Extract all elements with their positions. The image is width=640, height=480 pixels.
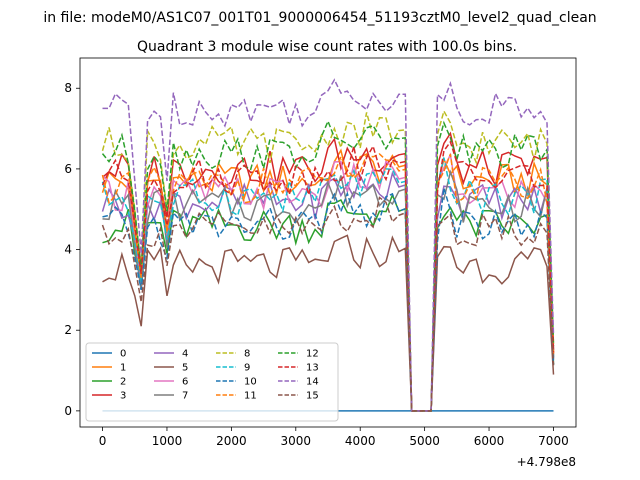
- legend-item-9: 9: [216, 363, 250, 374]
- x-tick-label: 5000: [409, 434, 440, 448]
- series-line-8: [101, 109, 555, 412]
- series-line-12: [101, 119, 555, 412]
- legend-label: 2: [120, 377, 126, 388]
- y-tick-label: 6: [64, 162, 72, 176]
- legend-box: [85, 342, 339, 422]
- y-tick-label: 0: [64, 404, 72, 418]
- series-line-15: [101, 196, 555, 412]
- legend-item-7: 7: [154, 391, 188, 402]
- legend-label: 6: [182, 377, 188, 388]
- legend-item-14: 14: [278, 377, 319, 388]
- y-axis: 0 2 4 6 8: [64, 81, 80, 418]
- legend-item-6: 6: [154, 377, 188, 388]
- x-axis: 0 1000 2000 3000 4000 5000 6000 7000: [99, 427, 569, 448]
- legend-item-4: 4: [154, 349, 188, 360]
- series-line-6: [101, 152, 555, 412]
- legend-label: 5: [182, 363, 188, 374]
- series-line-14: [102, 78, 555, 412]
- legend-item-0: 0: [92, 349, 126, 360]
- legend-item-12: 12: [278, 349, 319, 360]
- plot-area: [79, 57, 577, 428]
- legend-label: 15: [306, 391, 319, 402]
- x-tick-label: 1000: [152, 434, 183, 448]
- x-tick-label: 0: [99, 434, 107, 448]
- x-tick-label: 3000: [281, 434, 312, 448]
- x-tick-label: 4000: [345, 434, 376, 448]
- legend-label: 13: [306, 363, 319, 374]
- legend-item-13: 13: [278, 363, 319, 374]
- legend-label: 10: [244, 377, 257, 388]
- legend-label: 3: [120, 391, 126, 402]
- figure-suptitle: in file: modeM0/AS1C07_001T01_9000006454…: [43, 10, 596, 26]
- y-tick-label: 8: [64, 81, 72, 95]
- series-line-9: [101, 157, 555, 412]
- legend-label: 9: [244, 363, 250, 374]
- y-tick-label: 4: [64, 243, 72, 257]
- x-tick-label: 2000: [216, 434, 247, 448]
- legend-label: 0: [120, 349, 126, 360]
- legend-label: 8: [244, 349, 250, 360]
- series-lines: [101, 78, 555, 412]
- legend-item-15: 15: [278, 391, 319, 402]
- legend-label: 12: [306, 349, 319, 360]
- legend-label: 11: [244, 391, 257, 402]
- legend-item-3: 3: [92, 391, 126, 402]
- legend-label: 14: [306, 377, 319, 388]
- series-line-11: [101, 153, 555, 412]
- series-line-5: [102, 234, 555, 412]
- x-tick-label: 7000: [538, 434, 569, 448]
- legend-label: 4: [182, 349, 188, 360]
- legend-label: 1: [120, 363, 126, 374]
- y-tick-label: 2: [64, 323, 72, 337]
- x-offset-label: +4.798e8: [517, 455, 576, 469]
- legend-item-10: 10: [216, 377, 257, 388]
- legend-item-2: 2: [92, 377, 126, 388]
- x-tick-label: 6000: [474, 434, 505, 448]
- legend-item-8: 8: [216, 349, 250, 360]
- chart-title: Quadrant 3 module wise count rates with …: [137, 39, 517, 55]
- legend-label: 7: [182, 391, 188, 402]
- series-line-10: [102, 187, 555, 412]
- legend-item-11: 11: [216, 391, 257, 402]
- legend-item-1: 1: [92, 363, 126, 374]
- legend-item-5: 5: [154, 363, 188, 374]
